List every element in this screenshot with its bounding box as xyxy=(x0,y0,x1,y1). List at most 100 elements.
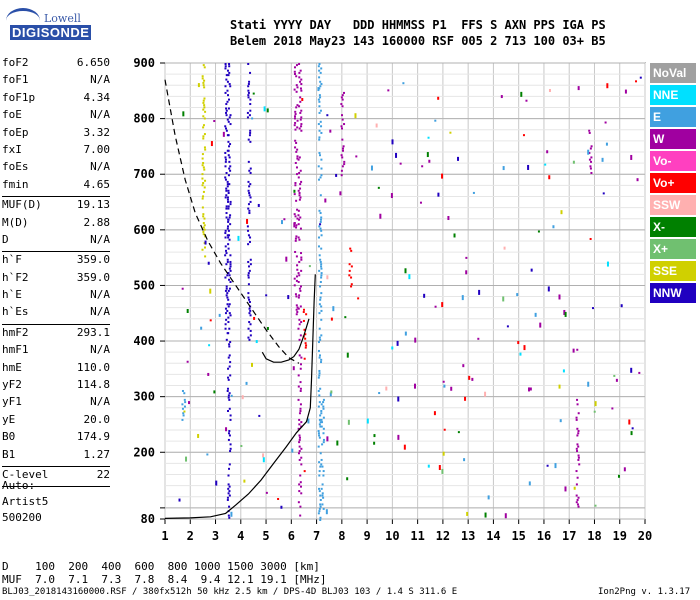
trace-point xyxy=(350,276,353,279)
param-key: yF2 xyxy=(2,378,22,392)
trace-point xyxy=(590,160,593,163)
param-key: yF1 xyxy=(2,395,22,409)
trace-point xyxy=(229,418,232,421)
param-value: 19.13 xyxy=(76,198,110,212)
param-value: 359.0 xyxy=(76,253,110,267)
legend-item-w: W xyxy=(650,129,696,149)
trace-point xyxy=(228,83,231,86)
trace-point xyxy=(304,342,307,345)
trace-point xyxy=(228,494,231,497)
param-value: 1.27 xyxy=(83,447,111,461)
trace-point xyxy=(293,88,296,91)
trace-point xyxy=(228,505,231,508)
noise-point xyxy=(262,457,265,463)
trace-point xyxy=(320,412,323,415)
trace-point xyxy=(224,289,227,292)
trace-point xyxy=(225,111,228,114)
trace-point xyxy=(228,278,231,281)
trace-point xyxy=(317,341,320,344)
noise-point xyxy=(589,237,592,240)
trace-point xyxy=(247,85,250,88)
param-key: fmin xyxy=(2,177,29,191)
trace-point xyxy=(320,463,323,466)
trace-point xyxy=(247,207,250,210)
param-key: h`Es xyxy=(2,305,29,319)
trace-point xyxy=(294,239,297,242)
trace-point xyxy=(294,146,297,149)
trace-point xyxy=(226,387,229,390)
trace-point xyxy=(247,89,250,92)
trace-point xyxy=(227,483,230,486)
trace-point xyxy=(203,228,206,231)
trace-point xyxy=(319,120,322,123)
header-labels: Stati YYYY DAY DDD HHMMSS P1 FFS S AXN P… xyxy=(230,18,606,32)
legend-item-sse: SSE xyxy=(650,261,696,281)
profile-curve-1 xyxy=(164,274,316,519)
trace-point xyxy=(227,218,230,221)
trace-point xyxy=(248,114,251,117)
trace-point xyxy=(342,145,345,148)
logo-text-top: Lowell xyxy=(44,12,81,25)
legend-item-xplus: X+ xyxy=(650,239,696,259)
trace-point xyxy=(181,418,184,421)
x-tick-label: 16 xyxy=(537,529,551,543)
trace-point xyxy=(229,169,232,172)
noise-point xyxy=(397,434,400,440)
trace-point xyxy=(296,157,299,160)
noise-point xyxy=(317,87,320,92)
noise-point xyxy=(379,213,382,219)
param-key: D xyxy=(2,232,9,246)
trace-point xyxy=(322,438,325,441)
trace-point xyxy=(575,501,578,504)
param-row: fmin 4.65 xyxy=(2,178,110,195)
param-value: N/A xyxy=(90,232,110,246)
trace-point xyxy=(293,117,296,120)
trace-point xyxy=(577,412,580,415)
trace-point xyxy=(228,116,231,119)
trace-point xyxy=(300,109,303,112)
trace-point xyxy=(229,361,232,364)
noise-point xyxy=(552,225,555,229)
trace-point xyxy=(202,115,205,118)
noise-point xyxy=(209,288,212,294)
y-tick-label: 300 xyxy=(133,390,155,404)
noise-point xyxy=(285,256,288,262)
noise-point xyxy=(602,192,605,195)
trace-point xyxy=(299,367,302,370)
trace-point xyxy=(296,148,299,151)
noise-point xyxy=(262,453,265,458)
trace-point xyxy=(299,227,302,230)
trace-point xyxy=(225,114,228,117)
trace-point xyxy=(319,258,322,261)
noise-point xyxy=(293,222,296,228)
noise-point xyxy=(241,395,244,400)
noise-point xyxy=(527,164,530,170)
trace-point xyxy=(318,129,321,132)
trace-point xyxy=(318,111,321,114)
noise-point xyxy=(332,306,335,312)
logo-text-bottom: DIGISONDE xyxy=(10,25,92,40)
trace-point xyxy=(224,276,227,279)
trace-point xyxy=(224,160,227,163)
trace-point xyxy=(224,196,227,199)
noise-point xyxy=(423,293,426,298)
trace-point xyxy=(249,314,252,317)
trace-point xyxy=(300,492,303,495)
noise-point xyxy=(534,312,537,317)
param-separator xyxy=(2,465,110,467)
noise-point xyxy=(438,465,441,471)
trace-point xyxy=(225,103,228,106)
trace-point xyxy=(295,255,298,258)
trace-point xyxy=(319,516,322,519)
trace-point xyxy=(227,378,230,381)
trace-point xyxy=(224,85,227,88)
trace-point xyxy=(298,323,301,326)
trace-point xyxy=(247,265,250,268)
trace-point xyxy=(227,316,230,319)
trace-point xyxy=(340,103,343,106)
param-value: N/A xyxy=(90,343,110,357)
param-value: N/A xyxy=(90,160,110,174)
param-row: foEp 3.32 xyxy=(2,126,110,143)
trace-point xyxy=(299,410,302,413)
trace-point xyxy=(248,312,251,315)
